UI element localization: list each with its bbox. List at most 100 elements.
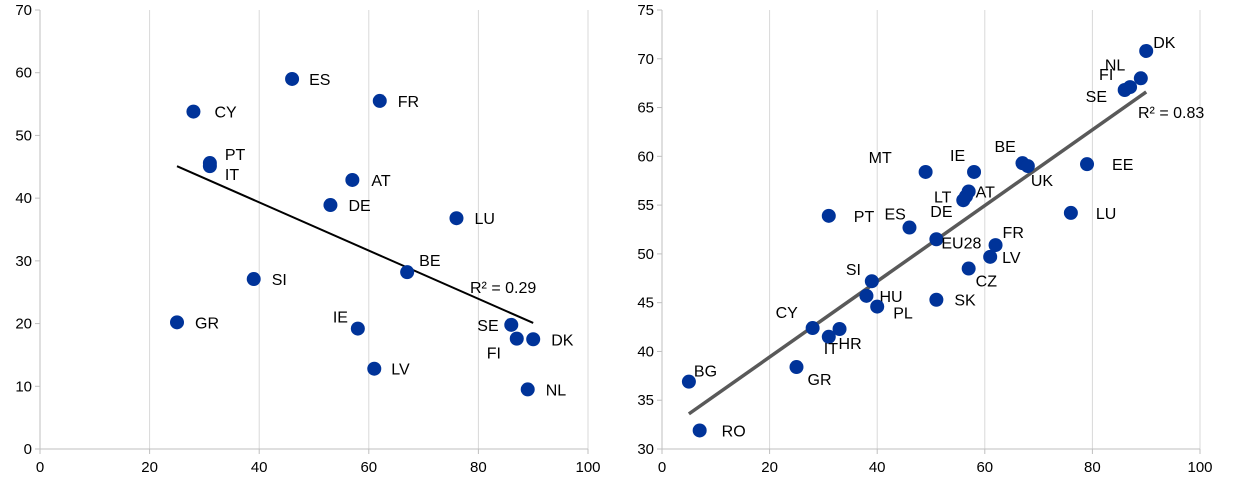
right-y-tick-label: 40 xyxy=(637,343,654,360)
right-x-tick-label: 100 xyxy=(1187,459,1212,476)
left-x-tick-label: 40 xyxy=(251,459,268,476)
left-data-point xyxy=(323,198,338,213)
left-point-label: SI xyxy=(272,272,287,289)
right-data-point xyxy=(789,360,804,375)
left-y-tick-label: 0 xyxy=(24,441,32,458)
right-y-tick-label: 75 xyxy=(637,2,654,19)
right-point-label: UK xyxy=(1031,173,1054,190)
left-trendline xyxy=(176,165,534,324)
left-point-label: IT xyxy=(225,167,239,184)
right-point-label: EE xyxy=(1112,157,1133,174)
left-point-label: GR xyxy=(195,315,219,332)
right-y-tick-label: 65 xyxy=(637,100,654,117)
right-point-label: MT xyxy=(869,150,892,167)
left-point-label: CY xyxy=(214,105,237,122)
right-data-point xyxy=(821,329,836,344)
left-y-tick-label: 30 xyxy=(15,253,32,270)
right-x-tick-label: 0 xyxy=(658,459,666,476)
right-x-tick-label: 40 xyxy=(869,459,886,476)
right-point-label: LV xyxy=(1002,250,1021,267)
left-data-point xyxy=(449,211,464,226)
right-y-tick-label: 55 xyxy=(637,197,654,214)
right-data-point xyxy=(1020,159,1035,174)
left-point-label: AT xyxy=(371,173,390,190)
right-data-point xyxy=(859,288,874,303)
left-data-point xyxy=(400,265,415,280)
left-point-label: IE xyxy=(333,310,348,327)
left-data-point xyxy=(372,93,387,108)
right-point-label: IE xyxy=(950,148,965,165)
left-data-point xyxy=(520,382,535,397)
right-data-point xyxy=(961,261,976,276)
right-y-tick-label: 30 xyxy=(637,441,654,458)
left-x-tick-label: 80 xyxy=(470,459,487,476)
left-point-label: ES xyxy=(309,72,330,89)
right-y-tick-label: 35 xyxy=(637,392,654,409)
left-data-point xyxy=(345,172,360,187)
right-point-label: HU xyxy=(879,289,902,306)
left-x-tick-label: 0 xyxy=(36,459,44,476)
left-x-tick-label: 20 xyxy=(141,459,158,476)
right-data-point xyxy=(929,292,944,307)
right-trendline xyxy=(687,90,1148,416)
left-data-point xyxy=(509,331,524,346)
right-data-point xyxy=(1080,157,1095,172)
right-point-label: NL xyxy=(1105,57,1126,74)
right-data-point xyxy=(902,220,917,235)
right-data-point xyxy=(692,423,707,438)
left-x-tick-label: 60 xyxy=(360,459,377,476)
right-point-label: SI xyxy=(846,262,861,279)
right-data-point xyxy=(821,208,836,223)
right-x-tick-label: 60 xyxy=(976,459,993,476)
right-data-point xyxy=(805,321,820,336)
right-point-label: FI xyxy=(1099,67,1113,84)
right-r2-label: R² = 0.83 xyxy=(1138,105,1204,122)
left-y-tick-label: 40 xyxy=(15,190,32,207)
left-y-tick-label: 70 xyxy=(15,2,32,19)
left-data-point xyxy=(170,315,184,330)
left-data-point xyxy=(367,361,382,376)
left-data-point xyxy=(350,321,365,336)
right-point-label: PT xyxy=(854,209,875,226)
left-y-tick-label: 20 xyxy=(15,316,32,333)
right-y-tick-label: 50 xyxy=(637,246,654,263)
right-x-tick-label: 20 xyxy=(761,459,778,476)
left-point-label: FI xyxy=(487,346,501,363)
left-data-point xyxy=(246,272,261,287)
right-point-label: SK xyxy=(954,293,976,310)
right-point-label: SE xyxy=(1086,89,1107,106)
right-point-label: PL xyxy=(893,306,913,323)
right-point-label: EU28 xyxy=(941,235,981,252)
left-r2-label: R² = 0.29 xyxy=(470,280,536,297)
right-data-point xyxy=(967,164,982,179)
left-y-tick-label: 60 xyxy=(15,65,32,82)
right-point-label: LT xyxy=(934,189,952,206)
right-data-point xyxy=(1133,71,1148,86)
right-data-point xyxy=(1117,82,1132,97)
right-x-tick-label: 80 xyxy=(1084,459,1101,476)
right-data-point xyxy=(832,322,847,337)
left-point-label: BE xyxy=(419,253,440,270)
right-point-label: AT xyxy=(976,184,995,201)
right-data-point xyxy=(918,164,933,179)
right-point-label: ES xyxy=(884,207,905,224)
left-point-label: DE xyxy=(348,198,370,215)
right-data-point xyxy=(983,249,998,264)
right-y-tick-label: 60 xyxy=(637,148,654,165)
left-point-label: FR xyxy=(398,94,419,111)
right-data-point xyxy=(870,299,885,314)
left-y-tick-label: 10 xyxy=(15,378,32,395)
left-point-label: NL xyxy=(546,382,567,399)
left-data-point xyxy=(202,159,217,174)
left-point-label: SE xyxy=(477,318,498,335)
right-point-label: DE xyxy=(930,204,952,221)
left-data-point xyxy=(504,317,519,332)
right-point-label: FR xyxy=(1003,225,1024,242)
right-point-label: RO xyxy=(722,423,746,440)
left-point-label: LU xyxy=(474,211,494,228)
left-x-tick-label: 100 xyxy=(575,459,600,476)
right-point-label: DK xyxy=(1153,35,1176,52)
left-point-label: LV xyxy=(391,362,410,379)
